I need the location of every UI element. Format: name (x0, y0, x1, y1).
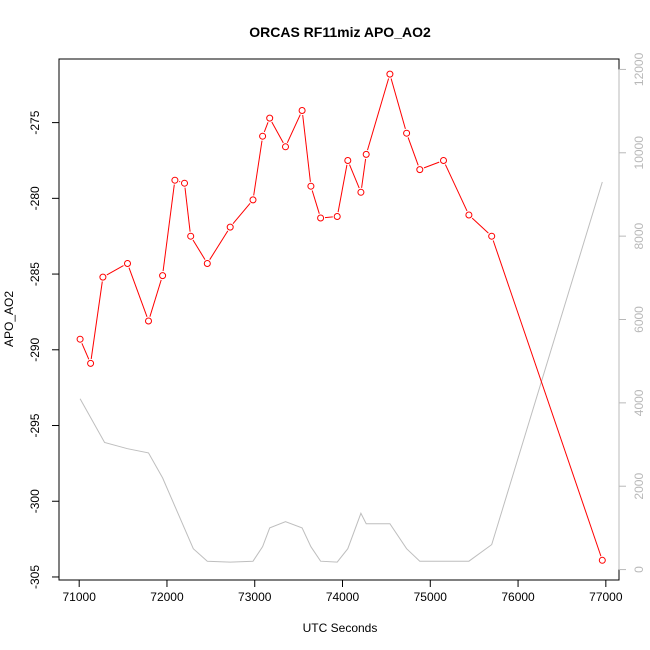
y2-tick-label: 4000 (632, 389, 646, 416)
series-line-segment (444, 164, 468, 212)
data-point (362, 150, 370, 158)
plot-frame (58, 58, 620, 581)
data-point (440, 157, 447, 164)
series-line-segment (492, 240, 602, 557)
data-point (598, 556, 606, 564)
data-point (124, 260, 131, 267)
series-line-segment (149, 279, 162, 317)
series-line-segment (209, 230, 229, 260)
series-line-segment (337, 164, 348, 213)
series-line-right-axis (79, 181, 603, 563)
series-line-segment (232, 202, 251, 225)
data-point (171, 176, 179, 184)
data-point (259, 132, 267, 140)
series-line-segment (271, 121, 284, 144)
y2-tick-label: 2000 (632, 473, 646, 500)
y-axis-label: APO_AO2 (2, 291, 16, 347)
y-tick-label: -275 (28, 110, 42, 134)
data-point (99, 273, 107, 281)
series-line-segment (106, 265, 124, 276)
data-point (403, 129, 411, 137)
series-line-segment (407, 137, 419, 166)
series-line-segment (286, 114, 301, 144)
x-tick-label: 73000 (238, 590, 272, 604)
series-line-segment (361, 158, 367, 188)
series-line-segment (192, 239, 206, 260)
x-tick-label: 77000 (589, 590, 623, 604)
series-line-segment (162, 184, 175, 272)
data-point (488, 232, 496, 240)
data-point (307, 182, 315, 190)
y-tick-label: -305 (28, 565, 42, 589)
series-line-segment (324, 216, 333, 219)
series-line-segment (390, 78, 406, 130)
x-axis: 71000 72000 73000 74000 75000 76000 77000 (63, 579, 623, 604)
y2-tick-label: 10000 (632, 136, 646, 170)
y-tick-label: -290 (28, 337, 42, 361)
data-point (298, 107, 306, 114)
x-tick-label: 76000 (501, 590, 535, 604)
x-tick-label: 71000 (63, 590, 97, 604)
y-tick-label: -285 (28, 262, 42, 286)
series-line-segment (81, 343, 90, 360)
series-line-segment (128, 267, 148, 317)
data-point (159, 272, 167, 280)
data-point (465, 211, 473, 219)
data-point (386, 70, 394, 78)
data-point (145, 317, 152, 325)
series-line-segment (423, 161, 440, 169)
series-line-segment (311, 190, 320, 214)
data-point (203, 260, 211, 267)
data-point (357, 188, 365, 196)
x-tick-label: 72000 (150, 590, 184, 604)
series-layer (76, 70, 606, 564)
series-line-segment (367, 78, 390, 151)
series-line-segment (253, 140, 263, 196)
data-point (317, 214, 325, 222)
data-point (187, 232, 195, 240)
data-point (76, 335, 84, 343)
y-tick-label: -300 (28, 489, 42, 513)
series-line-segment (471, 217, 489, 234)
series-line-segment (184, 187, 191, 232)
y2-tick-label: 6000 (632, 306, 646, 333)
series-line-segment (349, 164, 360, 189)
y-axis: -305 -300 -295 -290 -285 -280 -275 (28, 110, 60, 589)
series-line-segment (263, 122, 269, 133)
data-point (87, 359, 95, 367)
data-point (226, 223, 234, 231)
series-line-segment (302, 114, 311, 182)
data-point (282, 143, 289, 151)
data-point (181, 179, 188, 187)
y2-axis: 0 2000 4000 6000 8000 10000 12000 (618, 52, 646, 573)
x-tick-label: 74000 (326, 590, 360, 604)
data-point (249, 196, 257, 204)
data-point (344, 157, 352, 164)
data-point (266, 114, 274, 122)
series-line-segment (90, 281, 103, 360)
y2-tick-label: 12000 (632, 52, 646, 86)
y2-tick-label: 8000 (632, 222, 646, 249)
y-tick-label: -280 (28, 186, 42, 210)
data-point (333, 213, 341, 220)
y2-tick-label: 0 (632, 566, 646, 573)
y-tick-label: -295 (28, 413, 42, 437)
x-tick-label: 75000 (414, 590, 448, 604)
data-point (416, 166, 424, 174)
x-axis-label: UTC Seconds (303, 621, 378, 635)
chart-title: ORCAS RF11miz APO_AO2 (249, 24, 431, 40)
